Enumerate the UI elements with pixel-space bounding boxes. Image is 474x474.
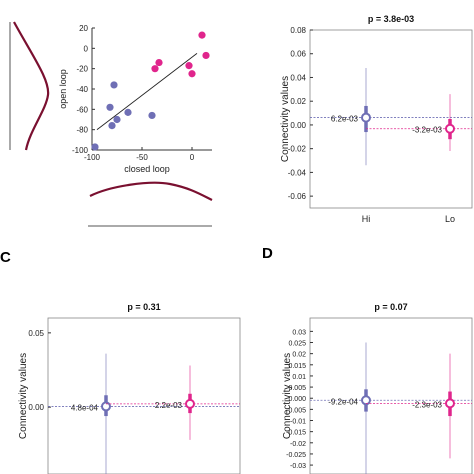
- x-axis-label: closed loop: [124, 164, 170, 174]
- median-point: [101, 401, 111, 412]
- panel-letter-c: C: [0, 249, 11, 266]
- y-tick-label: 0.02: [290, 97, 306, 106]
- scatter-point: [198, 31, 206, 39]
- median-value-label: 4.8e-04: [71, 403, 99, 412]
- scatter-point: [110, 81, 118, 89]
- y-tick-label: -0.02: [290, 441, 306, 448]
- scatter-point: [155, 58, 163, 67]
- scatter-point: [185, 62, 193, 70]
- y-tick-label: -0.03: [290, 463, 306, 470]
- scatter-point: [91, 143, 99, 151]
- scatter-point: [148, 111, 156, 120]
- x-tick-label: 0: [190, 153, 195, 162]
- y-tick-label: 0.025: [288, 341, 306, 348]
- y-axis-label: Connectivity values: [282, 353, 293, 439]
- median-value-label: -9.2e-04: [328, 397, 358, 406]
- x-marginal-curve: [89, 181, 213, 201]
- panel-b-chart: p = 3.8e-03 0.08 0.06 0.04 0.02 0.00 -0.02 -0.0…: [280, 14, 473, 224]
- x-category-label: Hi: [362, 214, 371, 224]
- y-tick-label: 20: [79, 24, 88, 33]
- panel-title: p = 3.8e-03: [368, 14, 414, 24]
- y-tick-label: -100: [72, 146, 89, 155]
- x-tick-label: -50: [136, 153, 148, 162]
- median-value-label: 2.2e-03: [155, 401, 183, 410]
- scatter-point: [124, 108, 132, 116]
- y-tick-label: -0.01: [290, 419, 306, 426]
- y-tick-label: -0.02: [288, 145, 307, 154]
- scatter-point: [188, 70, 196, 78]
- median-point: [185, 398, 195, 409]
- y-tick-label: 0.00: [290, 121, 306, 130]
- y-tick-label: 0.06: [290, 50, 306, 59]
- median-value-label: 6.2e-03: [331, 115, 359, 124]
- y-tick-label: -60: [76, 105, 88, 114]
- median-point: [445, 398, 455, 409]
- y-tick-label: 0.000: [288, 396, 306, 403]
- scatter-point: [113, 115, 121, 124]
- median-value-label: -3.2e-03: [412, 126, 442, 135]
- y-axis-label: Connectivity values: [18, 353, 29, 439]
- y-axis-label: open loop: [58, 69, 68, 109]
- panel-a-marginals: [9, 21, 213, 227]
- median-point: [361, 395, 371, 406]
- panel-a-scatter: 20 0 -20 -40 -60 -80 -100-100 -50 0 closed loop op…: [58, 24, 212, 174]
- y-tick-label: 0.005: [288, 385, 306, 392]
- y-tick-label: -0.015: [286, 430, 306, 437]
- y-tick-label: -0.005: [286, 407, 306, 414]
- median-value-label: -2.3e-03: [412, 400, 442, 409]
- y-tick-label: 0.05: [28, 329, 44, 338]
- panel-title: p = 0.07: [374, 302, 407, 312]
- y-marginal-curve: [13, 21, 50, 151]
- panel-d-chart: p = 0.07 0.03 0.025 0.02 0.015 0.01 0.005 0.000…: [282, 302, 473, 474]
- regression-line: [96, 53, 198, 131]
- y-tick-label: 0.03: [292, 329, 306, 336]
- scatter-point: [106, 103, 114, 111]
- x-category-label: Lo: [445, 214, 455, 224]
- panel-letter-d: D: [262, 245, 273, 262]
- x-tick-label: -100: [84, 153, 101, 162]
- y-tick-label: -80: [76, 126, 88, 135]
- plot-frame: [309, 29, 473, 209]
- scatter-point: [151, 65, 159, 73]
- y-tick-label: 0.00: [28, 403, 44, 412]
- plot-frame: [309, 317, 473, 474]
- y-tick-label: -0.04: [288, 168, 307, 177]
- y-tick-label: 0.01: [292, 374, 306, 381]
- median-point: [361, 112, 371, 123]
- y-tick-label: 0.015: [288, 363, 306, 370]
- y-tick-label: -40: [76, 85, 88, 94]
- plot-frame: [47, 317, 241, 474]
- y-tick-label: -20: [76, 65, 88, 74]
- median-point: [445, 123, 455, 134]
- scatter-point: [202, 51, 210, 60]
- y-axis-label: Connectivity values: [280, 76, 291, 162]
- y-tick-label: -0.06: [288, 192, 307, 201]
- scatter-point: [108, 122, 116, 130]
- y-tick-label: 0.08: [290, 26, 306, 35]
- panel-title: p = 0.31: [127, 302, 160, 312]
- y-tick-label: 0.04: [290, 73, 306, 82]
- y-tick-label: 0.02: [292, 352, 306, 359]
- y-tick-label: 0: [84, 44, 89, 53]
- y-tick-label: -0.025: [286, 452, 306, 459]
